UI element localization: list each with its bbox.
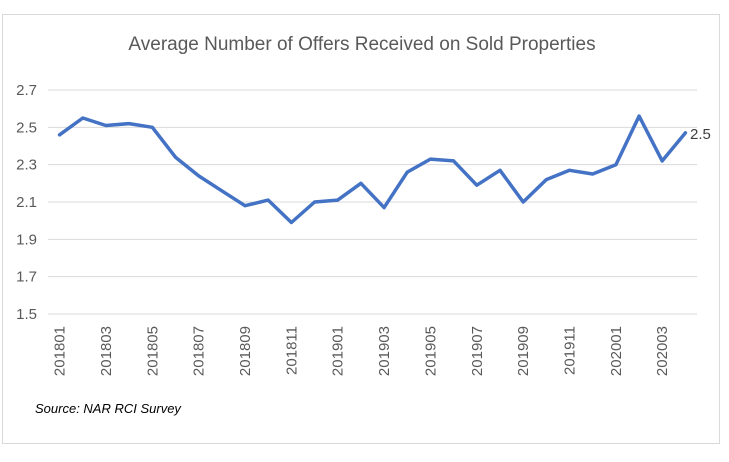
data-point xyxy=(614,163,618,167)
data-point xyxy=(475,183,479,187)
y-axis-ticks: 1.5 1.7 1.9 2.1 2.3 2.5 2.7 xyxy=(16,82,37,323)
y-tick-label: 2.1 xyxy=(16,194,37,211)
data-point xyxy=(591,172,595,176)
data-point xyxy=(197,174,201,178)
y-tick-label: 2.5 xyxy=(16,119,37,136)
series-group xyxy=(57,114,688,225)
x-tick-label: 201801 xyxy=(52,326,69,376)
data-label-last: 2.5 xyxy=(690,126,711,143)
y-tick-label: 1.9 xyxy=(16,231,37,248)
x-tick-label: 201909 xyxy=(515,326,532,376)
data-point xyxy=(660,159,664,163)
data-point xyxy=(127,122,131,126)
y-tick-label: 1.7 xyxy=(16,269,37,286)
y-tick-label: 2.3 xyxy=(16,157,37,174)
data-point xyxy=(104,124,108,127)
source-note: Source: NAR RCI Survey xyxy=(35,401,182,416)
data-point xyxy=(266,198,270,202)
x-tick-label: 201805 xyxy=(144,326,161,376)
x-tick-label: 202001 xyxy=(608,326,625,376)
data-point xyxy=(498,168,502,172)
data-point xyxy=(150,125,154,129)
data-point xyxy=(637,114,641,118)
x-tick-label: 201901 xyxy=(330,326,347,376)
chart-title: Average Number of Offers Received on Sol… xyxy=(128,34,595,55)
chart-frame xyxy=(2,14,720,444)
x-tick-label: 201803 xyxy=(98,326,115,376)
y-tick-label: 2.7 xyxy=(16,82,37,99)
x-tick-label: 201807 xyxy=(191,326,208,376)
data-point xyxy=(359,181,363,185)
series-line xyxy=(57,114,688,225)
x-axis-ticks: 201801 201803 201805 201807 201809 201811 2019… xyxy=(52,326,672,376)
x-tick-label: 201809 xyxy=(237,326,254,376)
data-point xyxy=(452,159,456,163)
data-point xyxy=(428,157,432,161)
data-point xyxy=(521,200,525,204)
data-point xyxy=(289,221,293,224)
x-tick-label: 201905 xyxy=(422,326,439,376)
data-point xyxy=(174,155,177,159)
data-point xyxy=(58,133,62,137)
data-point xyxy=(382,206,386,210)
data-point xyxy=(81,116,85,120)
x-tick-label: 201811 xyxy=(283,326,300,375)
data-point xyxy=(683,131,687,135)
data-point xyxy=(243,204,247,208)
x-tick-label: 201911 xyxy=(562,326,579,375)
x-tick-label: 201903 xyxy=(376,326,393,376)
x-tick-label: 202003 xyxy=(654,326,671,376)
data-point xyxy=(405,170,409,174)
data-point xyxy=(336,198,340,202)
data-point xyxy=(220,189,224,193)
data-point xyxy=(544,178,548,182)
data-point xyxy=(313,200,317,204)
y-tick-label: 1.5 xyxy=(16,306,37,323)
data-point xyxy=(568,168,571,172)
gridlines xyxy=(48,89,697,315)
x-tick-label: 201907 xyxy=(469,326,486,376)
